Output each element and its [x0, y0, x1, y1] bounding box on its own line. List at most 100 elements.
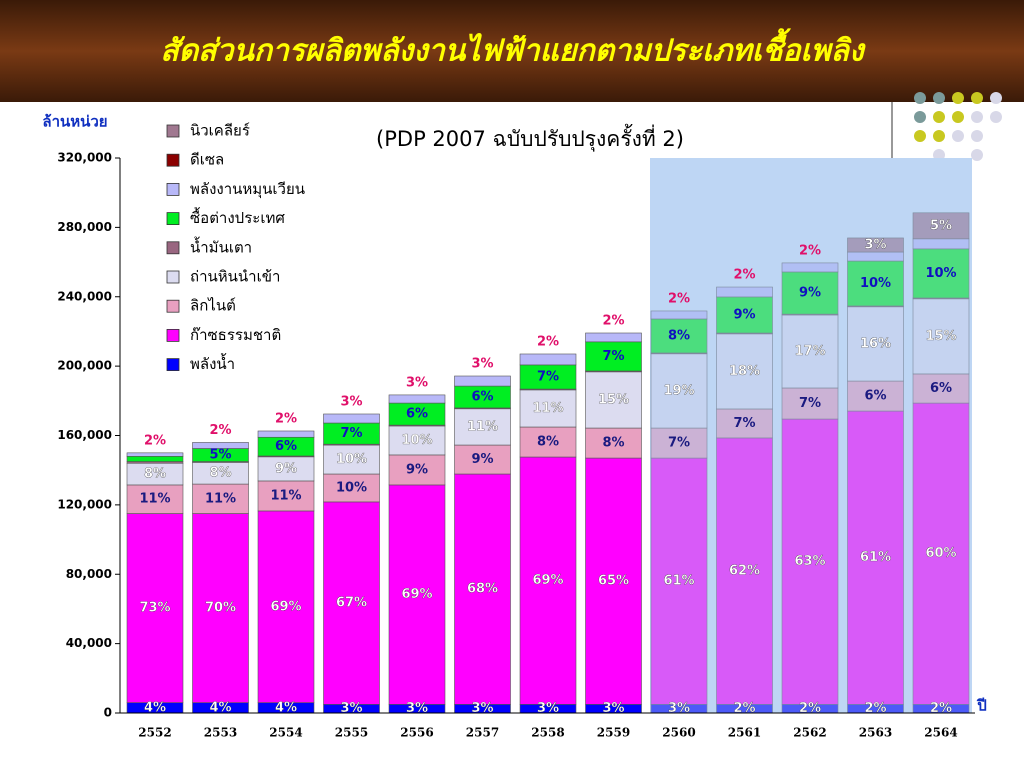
- segment-label: 9%: [733, 307, 755, 322]
- y-tick-label: 160,000: [57, 428, 112, 442]
- segment-label: 11%: [205, 491, 236, 506]
- bar-segment: [257, 480, 315, 512]
- bar-segment: [650, 353, 708, 429]
- segment-label: 11%: [467, 419, 498, 434]
- bar-segment: [454, 473, 511, 705]
- segment-label: 61%: [860, 550, 891, 565]
- x-axis-label: ปี: [976, 697, 986, 715]
- legend-swatch: [166, 299, 180, 313]
- bar-segment: [388, 394, 446, 404]
- segment-label: 3%: [537, 701, 559, 716]
- segment-label: 2%: [275, 411, 297, 426]
- segment-label: 8%: [209, 466, 231, 481]
- legend-swatch: [166, 153, 180, 167]
- legend-label: ซื้อต่างประเทศ: [190, 207, 285, 227]
- bar-segment: [716, 333, 773, 410]
- segment-label: 2%: [209, 423, 231, 438]
- bar-segment: [519, 456, 577, 705]
- highlight-overlay: [650, 158, 972, 713]
- segment-label: 5%: [930, 218, 952, 233]
- bar-segment: [519, 389, 577, 428]
- bar-segment: [585, 457, 642, 705]
- segment-label: 2%: [733, 268, 755, 283]
- legend-label: ถ่านหินนำเข้า: [190, 268, 280, 286]
- segment-label: 3%: [406, 701, 428, 716]
- bar-segment: [388, 425, 446, 456]
- bar-segment: [912, 402, 970, 705]
- decor-dots: [891, 92, 1002, 186]
- segment-label: 69%: [270, 599, 301, 614]
- legend-swatch: [166, 182, 180, 196]
- segment-label: 3%: [668, 701, 690, 716]
- bar-segment: [257, 430, 315, 438]
- x-tick-label: 2560: [662, 726, 695, 740]
- segment-label: 7%: [340, 426, 362, 441]
- legend-swatch: [166, 358, 180, 372]
- legend-label: ดีเซล: [190, 151, 224, 169]
- segment-label: 2%: [144, 433, 166, 448]
- bar-segment: [847, 306, 904, 382]
- header-bar: [0, 0, 1024, 102]
- segment-label: 2%: [602, 313, 624, 328]
- bar-segment: [454, 375, 511, 387]
- y-tick-label: 80,000: [66, 567, 112, 581]
- x-tick-label: 2557: [466, 726, 499, 740]
- segment-label: 6%: [930, 381, 952, 396]
- segment-label: 6%: [275, 439, 297, 454]
- bar-segment: [454, 444, 511, 475]
- segment-label: 68%: [467, 582, 498, 597]
- bar-segment: [585, 332, 642, 343]
- segment-label: 11%: [139, 492, 170, 507]
- x-tick-label: 2558: [531, 726, 564, 740]
- segment-label: 4%: [209, 700, 231, 715]
- bar-segment: [323, 413, 380, 424]
- segment-label: 4%: [275, 700, 297, 715]
- segment-label: 2%: [668, 291, 690, 306]
- segment-label: 2%: [733, 701, 755, 716]
- bar-segment: [323, 501, 380, 705]
- bar-segment: [257, 456, 315, 482]
- x-tick-label: 2552: [138, 726, 171, 740]
- segment-label: 3%: [340, 701, 362, 716]
- segment-label: 19%: [663, 383, 694, 398]
- bar-segment: [126, 484, 184, 514]
- bar-segment: [912, 298, 970, 375]
- y-tick-label: 0: [104, 706, 112, 720]
- segment-label: 67%: [336, 596, 367, 611]
- segment-label: 7%: [668, 436, 690, 451]
- segment-label: 5%: [209, 448, 231, 463]
- segment-label: 11%: [270, 488, 301, 503]
- bar-segment: [454, 408, 511, 446]
- segment-label: 8%: [668, 328, 690, 343]
- segment-label: 4%: [144, 700, 166, 715]
- segment-label: 9%: [799, 286, 821, 301]
- segment-label: 2%: [537, 334, 559, 349]
- x-tick-label: 2562: [793, 726, 826, 740]
- segment-label: 3%: [471, 357, 493, 372]
- subtitle: (PDP 2007 ฉบับปรับปรุงครั้งที่ 2): [376, 124, 684, 152]
- segment-label: 2%: [799, 701, 821, 716]
- y-tick-label: 120,000: [57, 497, 112, 511]
- bar-segment: [192, 442, 249, 449]
- segment-label: 60%: [925, 546, 956, 561]
- segment-label: 16%: [860, 336, 891, 351]
- bar-segment: [781, 418, 839, 705]
- segment-label: 15%: [925, 329, 956, 344]
- segment-label: 70%: [205, 601, 236, 616]
- segment-label: 2%: [864, 701, 886, 716]
- segment-label: 2%: [799, 243, 821, 258]
- bar-segment: [912, 373, 970, 404]
- legend-label: นิวเคลียร์: [190, 122, 250, 140]
- bar-segment: [323, 444, 380, 475]
- bar-segment: [650, 457, 708, 705]
- bar-segment: [650, 310, 708, 320]
- x-tick-label: 2555: [335, 726, 368, 740]
- segment-label: 65%: [598, 574, 629, 589]
- segment-label: 7%: [537, 369, 559, 384]
- segment-label: 18%: [729, 364, 760, 379]
- bar-segment: [650, 427, 708, 459]
- bar-segment: [716, 296, 773, 334]
- chart-title: สัดส่วนการผลิตพลังงานไฟฟ้าแยกตามประเภทเช…: [160, 28, 866, 69]
- bar-segment: [585, 427, 642, 459]
- segment-label: 7%: [733, 416, 755, 431]
